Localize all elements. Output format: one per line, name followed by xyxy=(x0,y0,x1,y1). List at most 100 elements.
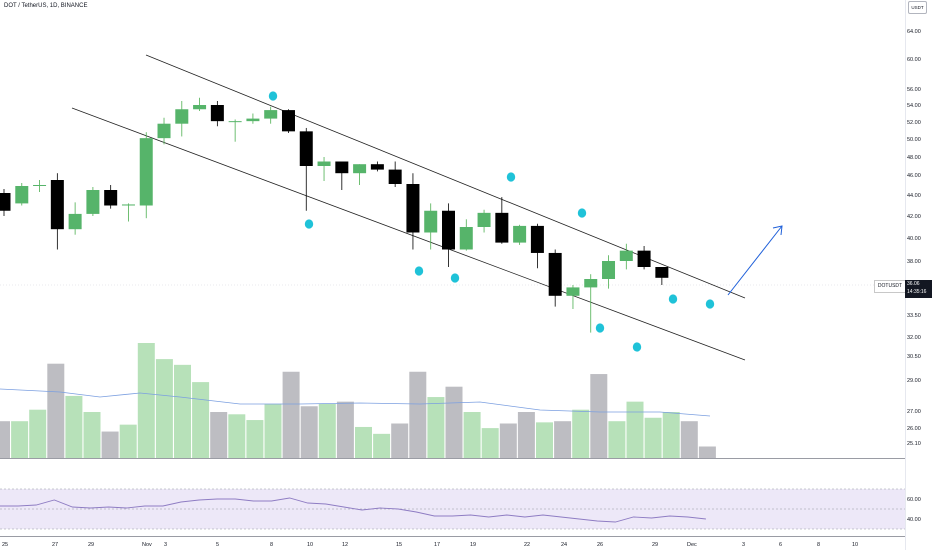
volume-bar xyxy=(83,412,101,458)
volume-bar xyxy=(246,420,264,458)
price-axis-label: 33.50 xyxy=(907,313,921,319)
price-axis-label: 30.50 xyxy=(907,354,921,360)
candle-body xyxy=(619,250,633,261)
candle-body xyxy=(121,204,135,206)
time-axis-label: 8 xyxy=(817,542,820,548)
time-axis-label: 19 xyxy=(470,542,476,548)
time-axis-label: 10 xyxy=(307,542,313,548)
volume-bar xyxy=(336,401,354,458)
volume-bar xyxy=(391,423,409,458)
candle-body xyxy=(442,210,455,250)
volume-bar xyxy=(499,423,517,458)
price-axis: 64.00 60.00 56.00 54.00 52.00 50.00 48.00 46.00… xyxy=(907,29,921,523)
volume-bar xyxy=(101,431,119,458)
volume-bar xyxy=(192,382,210,458)
currency-badge[interactable]: USDT xyxy=(908,1,927,14)
candle-body xyxy=(370,164,384,170)
candle-body xyxy=(281,110,295,132)
chart-symbol-title[interactable]: DOT / TetherUS, 1D, BINANCE xyxy=(4,3,88,9)
volume-bar xyxy=(11,421,29,458)
candle-body xyxy=(157,123,171,139)
channel-upper-line xyxy=(145,54,746,299)
volume-bar xyxy=(608,421,626,458)
candle-body xyxy=(406,184,420,233)
time-axis-label: 5 xyxy=(216,542,219,548)
chart-grid xyxy=(0,0,906,550)
volume-bar xyxy=(155,359,173,458)
rsi-pane xyxy=(0,488,905,530)
volume-bar xyxy=(119,424,137,458)
time-axis-label: 10 xyxy=(852,542,858,548)
volume-bar xyxy=(644,417,662,458)
candle-body xyxy=(50,180,64,230)
candle-body xyxy=(388,169,402,184)
candle-body xyxy=(15,186,29,204)
price-axis-label: 54.00 xyxy=(907,103,921,109)
time-axis: 25 27 29 Nov 3 5 8 10 12 15 17 19 22 24 26 29 Dec 3 6 8 10 xyxy=(2,542,858,548)
volume-bar xyxy=(662,412,680,458)
pivot-dot-marker xyxy=(304,219,314,229)
volume-bar xyxy=(355,426,372,458)
volume-bars xyxy=(0,343,716,458)
price-axis-label: 46.00 xyxy=(907,173,921,179)
volume-bar xyxy=(373,433,391,458)
rsi-line xyxy=(0,497,706,523)
volume-bar xyxy=(0,421,10,458)
candle-body xyxy=(655,267,669,278)
candle-body xyxy=(246,118,260,122)
candle-body xyxy=(566,287,580,296)
candle-body xyxy=(317,161,331,166)
candle-body xyxy=(513,225,527,243)
time-axis-label: 22 xyxy=(524,542,530,548)
time-axis-label: 29 xyxy=(652,542,658,548)
candle-body xyxy=(33,185,47,186)
price-axis-label: 27.00 xyxy=(907,409,921,415)
candle-body xyxy=(459,227,473,250)
volume-bar xyxy=(137,343,155,458)
candle-body xyxy=(424,210,438,233)
price-axis-label: 29.00 xyxy=(907,378,921,384)
time-axis-label: 3 xyxy=(742,542,745,548)
candle-body xyxy=(68,213,82,230)
price-axis-label: 64.00 xyxy=(907,29,921,35)
volume-bar xyxy=(463,412,481,458)
volume-moving-average xyxy=(0,388,711,417)
time-axis-label: 8 xyxy=(270,542,273,548)
volume-ma-line xyxy=(0,388,711,417)
candle-body xyxy=(530,225,544,253)
volume-bar xyxy=(536,422,553,458)
candle-body xyxy=(602,261,616,279)
candle-body xyxy=(299,131,313,166)
forecast-arrow-head xyxy=(772,225,783,236)
candle-body xyxy=(175,109,189,124)
volume-bar xyxy=(481,428,499,458)
candle-body xyxy=(584,279,598,288)
volume-bar xyxy=(65,395,83,458)
price-axis-label: 25.10 xyxy=(907,441,921,447)
candle-body xyxy=(0,193,11,211)
candle-body xyxy=(228,121,242,123)
rsi-axis-label: 60.00 xyxy=(907,497,921,503)
volume-bar xyxy=(554,421,572,458)
price-axis-label: 50.00 xyxy=(907,137,921,143)
volume-bar xyxy=(698,446,716,458)
pivot-markers xyxy=(268,91,715,352)
time-axis-label: 17 xyxy=(434,542,440,548)
bar-countdown: 14:35:16 xyxy=(907,289,927,295)
candle-body xyxy=(548,252,562,296)
volume-bar xyxy=(427,397,445,458)
time-axis-label: 6 xyxy=(779,542,782,548)
volume-bar xyxy=(264,403,282,458)
volume-bar xyxy=(300,406,318,458)
volume-bar xyxy=(210,412,228,458)
volume-bar xyxy=(47,363,65,458)
time-axis-label: 24 xyxy=(561,542,567,548)
price-axis-label: 26.00 xyxy=(907,426,921,432)
price-axis-label: 48.00 xyxy=(907,155,921,161)
price-axis-label: 52.00 xyxy=(907,120,921,126)
candle-body xyxy=(264,110,278,119)
candle-body xyxy=(495,212,509,243)
time-axis-label: 29 xyxy=(88,542,94,548)
price-axis-label: 32.00 xyxy=(907,335,921,341)
